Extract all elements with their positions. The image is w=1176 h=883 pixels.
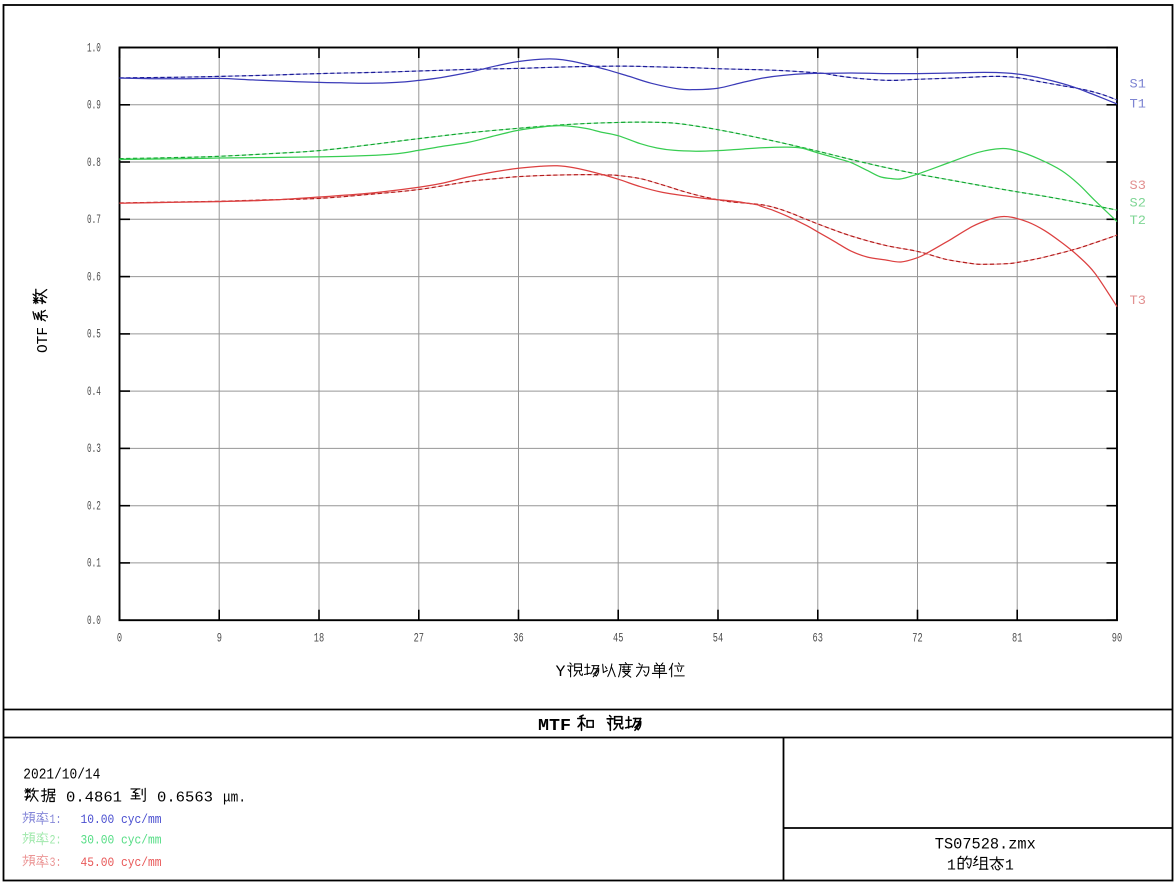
- svg-text:0.0: 0.0: [87, 614, 101, 628]
- svg-text:2:: 2:: [50, 833, 62, 848]
- svg-text:54: 54: [713, 632, 723, 646]
- svg-text:S1: S1: [1130, 77, 1147, 92]
- svg-text:90: 90: [1112, 632, 1122, 646]
- svg-text:0.6563: 0.6563: [157, 791, 213, 807]
- svg-text:Y: Y: [556, 663, 566, 681]
- svg-text:TS07528.zmx: TS07528.zmx: [935, 836, 1036, 854]
- svg-text:T2: T2: [1130, 213, 1146, 228]
- svg-text:OTF: OTF: [35, 327, 52, 353]
- svg-text:0.1: 0.1: [87, 557, 101, 571]
- svg-text:2021/10/14: 2021/10/14: [23, 768, 100, 784]
- svg-text:1: 1: [1005, 858, 1014, 875]
- svg-text:9: 9: [217, 632, 222, 646]
- svg-text:0.9: 0.9: [87, 99, 101, 113]
- svg-text:0.7: 0.7: [87, 213, 101, 227]
- svg-text:0.3: 0.3: [87, 442, 101, 456]
- svg-text:S2: S2: [1130, 196, 1146, 211]
- svg-text:S3: S3: [1130, 178, 1146, 193]
- svg-text:63: 63: [813, 632, 823, 646]
- svg-text:0.4: 0.4: [87, 385, 101, 399]
- svg-text:30.00 cyc/mm: 30.00 cyc/mm: [81, 833, 162, 848]
- svg-text:μm.: μm.: [223, 791, 246, 807]
- svg-text:0.5: 0.5: [87, 328, 101, 342]
- svg-text:0.2: 0.2: [87, 500, 101, 514]
- svg-text:1.0: 1.0: [87, 41, 101, 55]
- svg-text:3:: 3:: [50, 855, 62, 870]
- svg-text:T1: T1: [1130, 97, 1147, 112]
- svg-text:0.8: 0.8: [87, 156, 101, 170]
- svg-text:1:: 1:: [50, 812, 62, 827]
- svg-text:10.00 cyc/mm: 10.00 cyc/mm: [81, 812, 162, 827]
- svg-text:0: 0: [117, 632, 122, 646]
- svg-text:45: 45: [613, 632, 623, 646]
- svg-text:0.6: 0.6: [87, 270, 101, 284]
- svg-text:36: 36: [513, 632, 523, 646]
- svg-text:1: 1: [947, 858, 956, 875]
- svg-text:81: 81: [1012, 632, 1022, 646]
- svg-text:T3: T3: [1130, 293, 1146, 308]
- svg-text:72: 72: [912, 632, 922, 646]
- svg-text:0.4861: 0.4861: [66, 791, 122, 807]
- svg-text:MTF: MTF: [538, 717, 571, 736]
- svg-text:45.00 cyc/mm: 45.00 cyc/mm: [81, 855, 162, 870]
- svg-text:27: 27: [414, 632, 424, 646]
- svg-text:18: 18: [314, 632, 324, 646]
